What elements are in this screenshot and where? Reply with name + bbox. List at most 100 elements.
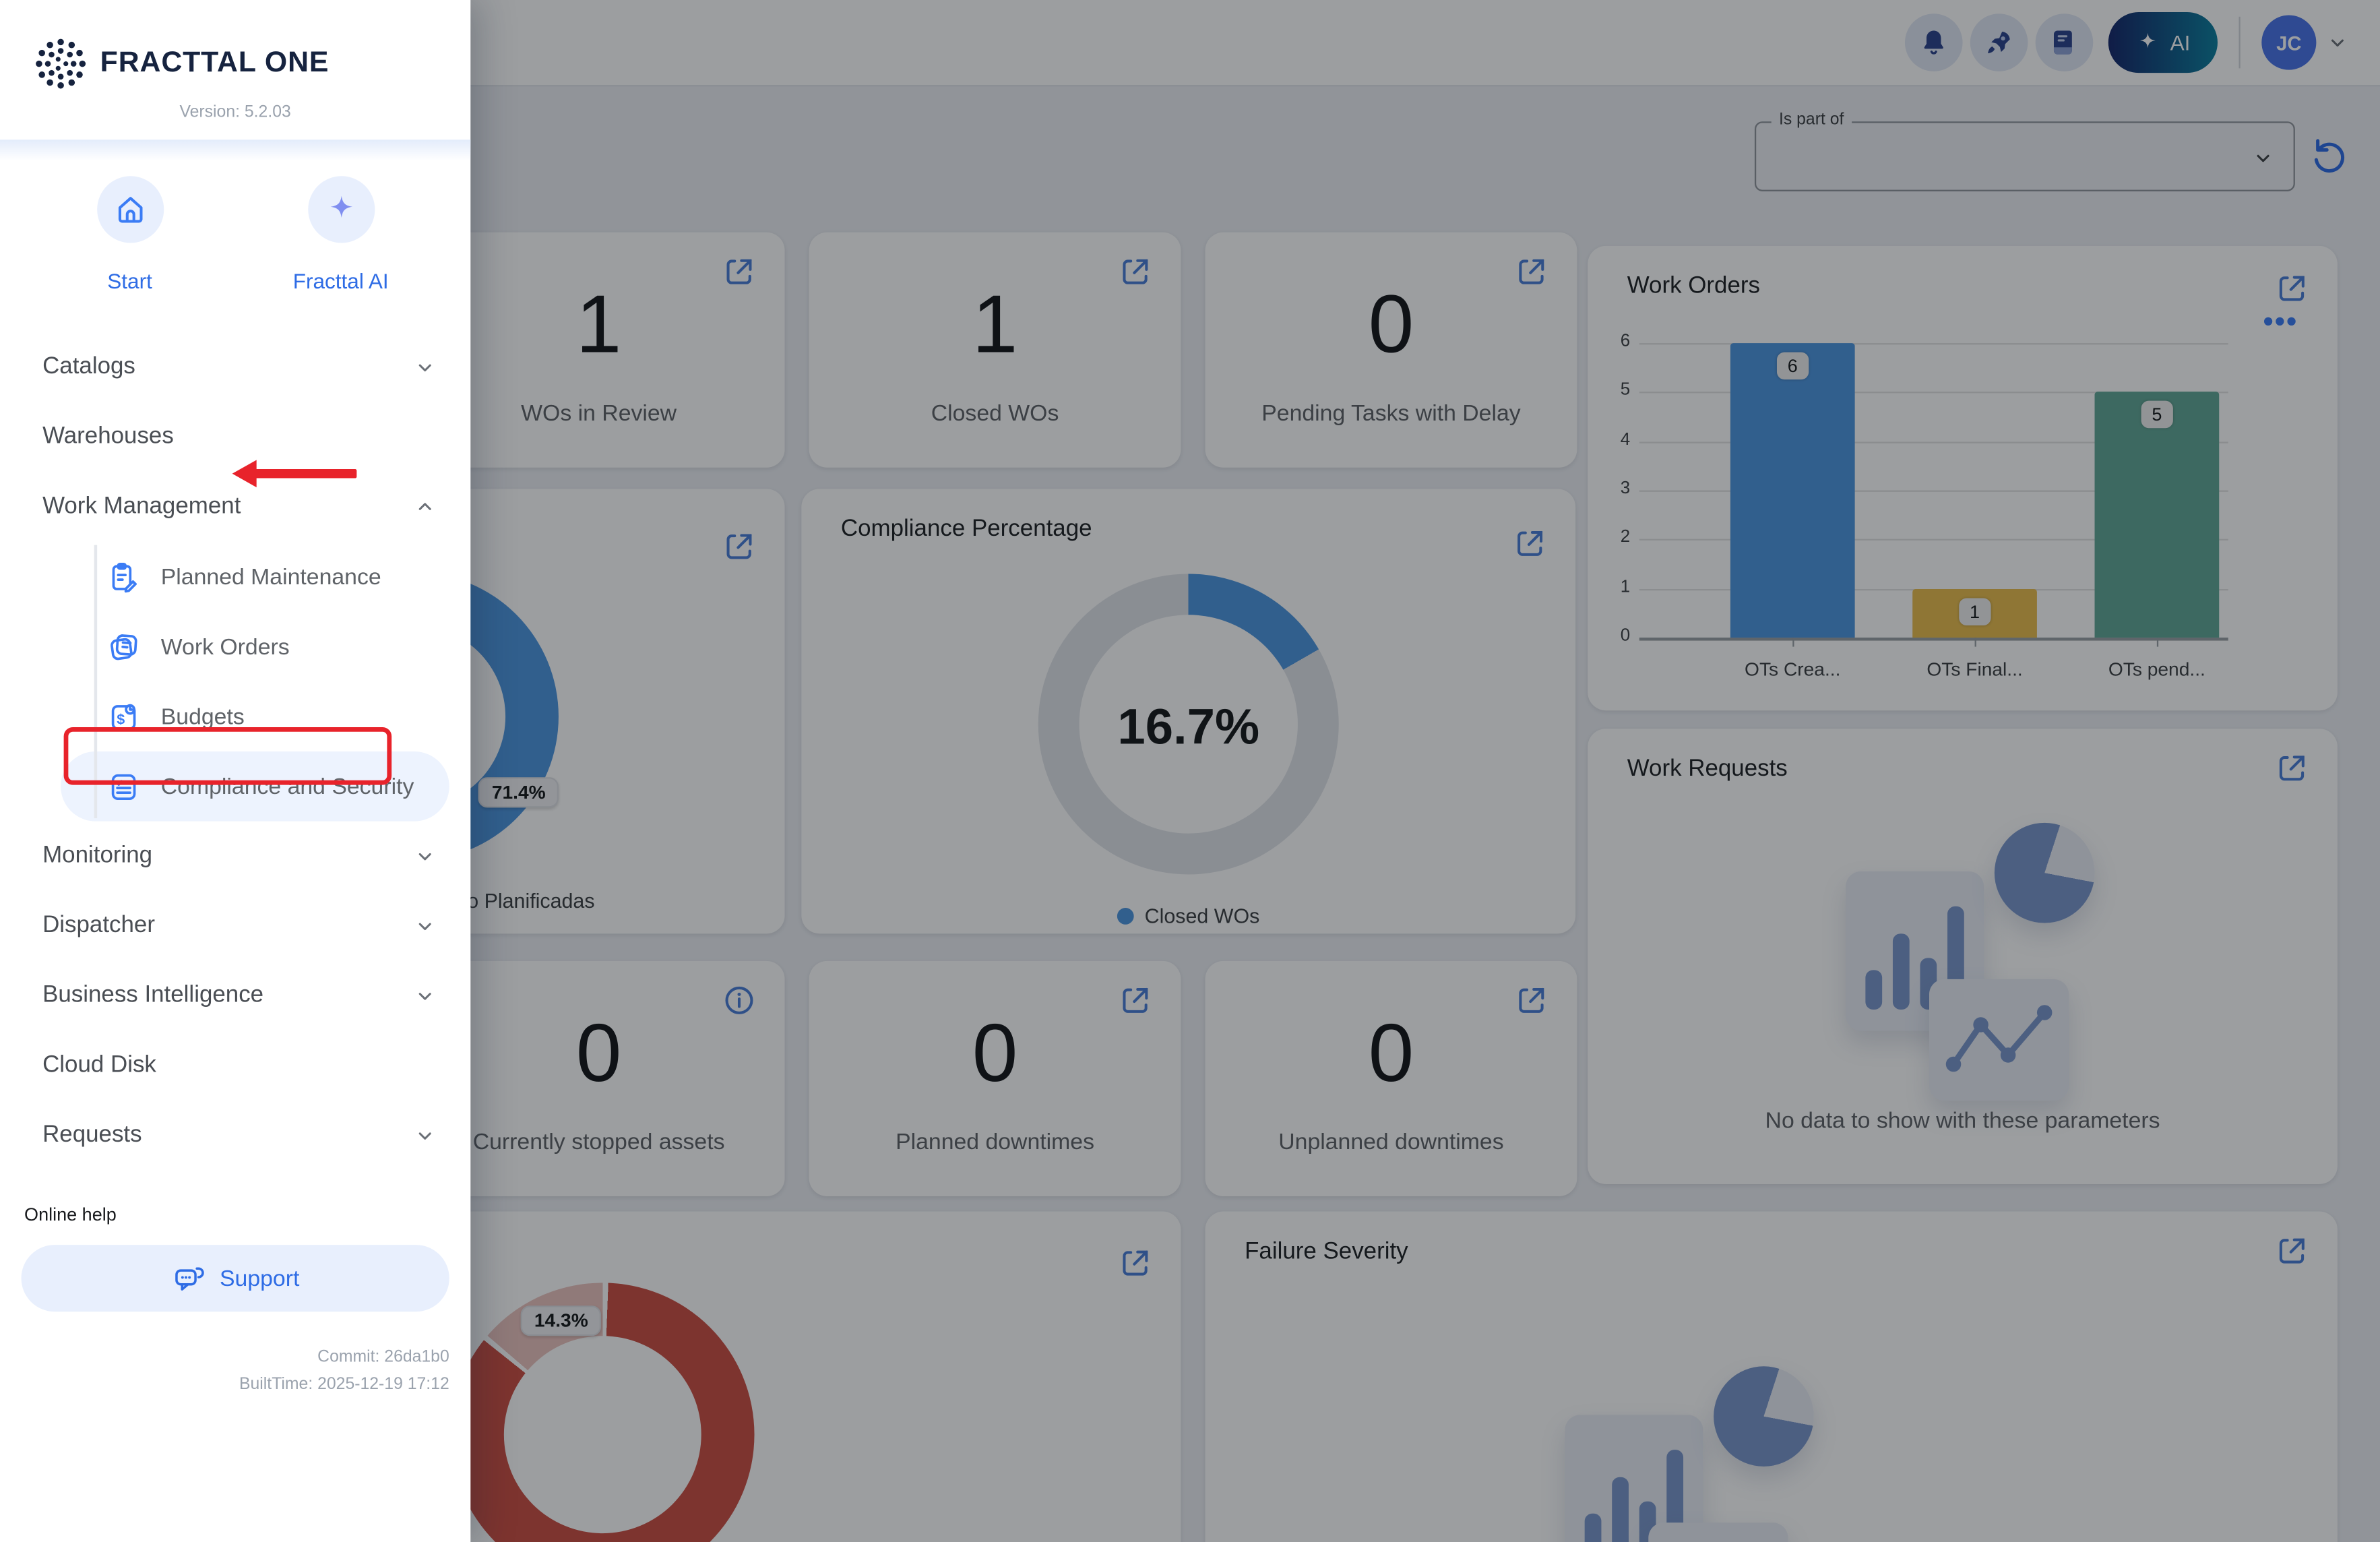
- x-axis-tick-label: OTs pend...: [2108, 658, 2205, 681]
- open-in-new-icon[interactable]: [1512, 525, 1548, 561]
- kpi-card-planned-downtimes: 0 Planned downtimes: [809, 960, 1181, 1197]
- x-axis-tick-label: OTs Final...: [1927, 658, 2023, 681]
- sidebar-item-business-intelligence[interactable]: Business Intelligence: [0, 961, 470, 1031]
- sidebar-item-warehouses[interactable]: Warehouses: [0, 402, 470, 472]
- y-axis-tick-label: 0: [1620, 627, 1631, 646]
- open-in-new-icon[interactable]: [721, 253, 757, 290]
- legend-item[interactable]: No Planificadas: [425, 890, 595, 913]
- kpi-value: 1: [972, 279, 1018, 371]
- support-label: Support: [219, 1265, 300, 1291]
- kpi-value: 0: [1368, 1008, 1414, 1099]
- chevron-down-icon: [418, 993, 431, 1000]
- shortcut-label: Fracttal AI: [292, 268, 389, 293]
- fracttal-ai-button[interactable]: AI: [2108, 12, 2218, 73]
- donut-chart[interactable]: [1038, 574, 1339, 875]
- y-axis-tick-label: 5: [1620, 381, 1631, 400]
- failure-donut-card: 14.3%: [412, 1211, 1181, 1542]
- sidebar-item-requests[interactable]: Requests: [0, 1101, 470, 1171]
- shortcut-start[interactable]: Start: [65, 176, 195, 293]
- x-axis-tick: [1792, 638, 1794, 647]
- y-axis-tick-label: 2: [1620, 528, 1631, 547]
- open-in-new-icon[interactable]: [1513, 982, 1550, 1018]
- sidebar-item-cloud-disk[interactable]: Cloud Disk: [0, 1030, 470, 1101]
- work-management-submenu: Planned Maintenance Work Orders: [0, 542, 470, 822]
- sidebar-item-label: Warehouses: [42, 423, 174, 450]
- line-chart-illustration: [1929, 979, 2069, 1101]
- open-in-new-icon[interactable]: [1117, 1245, 1154, 1281]
- bar-OTs Final...[interactable]: 1: [1912, 588, 2037, 638]
- header-divider: [2238, 16, 2241, 69]
- bar-chart-plot: 0 1 2 3 4 5 6 6 OTs Crea... 1 OTs Final... 5 OTs pen…: [1621, 332, 2228, 680]
- open-in-new-icon[interactable]: [1117, 253, 1154, 290]
- submenu-guide-line: [94, 545, 97, 819]
- bar-value-label: 5: [2141, 401, 2173, 429]
- chevron-down-icon[interactable]: [2325, 30, 2350, 55]
- kpi-card-pending-tasks: 0 Pending Tasks with Delay: [1205, 232, 1577, 468]
- bar-value-label: 6: [1776, 352, 1809, 380]
- chevron-down-icon: [418, 853, 431, 861]
- is-part-of-select[interactable]: Is part of: [1754, 111, 2295, 191]
- y-axis-tick-label: 6: [1620, 332, 1631, 351]
- sidebar-item-monitoring[interactable]: Monitoring: [0, 822, 470, 892]
- open-in-new-icon[interactable]: [1513, 253, 1550, 290]
- kpi-card-stopped-assets: 0 Currently stopped assets: [412, 960, 785, 1197]
- open-in-new-icon[interactable]: [2274, 1233, 2310, 1269]
- kpi-card-closed-wos: 1 Closed WOs: [809, 232, 1181, 468]
- kpi-label: Unplanned downtimes: [1278, 1130, 1504, 1156]
- sidebar-item-label: Business Intelligence: [42, 982, 264, 1008]
- gridline: [1639, 638, 2228, 640]
- svg-text:$: $: [117, 710, 125, 727]
- donut-data-label: 71.4%: [478, 777, 559, 808]
- refresh-button[interactable]: [2307, 133, 2353, 179]
- card-title: Compliance Percentage: [840, 516, 1092, 543]
- sidebar-item-catalogs[interactable]: Catalogs: [0, 332, 470, 402]
- sidebar-item-compliance-and-security[interactable]: Compliance and Security: [61, 751, 449, 822]
- donut-data-label: 14.3%: [520, 1305, 602, 1336]
- kpi-label: Currently stopped assets: [472, 1130, 725, 1156]
- sidebar-item-label: Work Orders: [160, 634, 290, 660]
- is-part-of-label: Is part of: [1771, 111, 1852, 129]
- sidebar-item-planned-maintenance[interactable]: Planned Maintenance: [61, 542, 449, 612]
- whats-new-button[interactable]: [1970, 13, 2028, 71]
- chevron-down-icon: [418, 364, 431, 372]
- kpi-label: Closed WOs: [931, 401, 1059, 427]
- rocket-icon: [1987, 31, 2010, 54]
- sidebar-item-label: Budgets: [160, 704, 245, 730]
- sidebar-item-work-management[interactable]: Work Management: [0, 472, 470, 543]
- more-options-button[interactable]: •••: [2263, 307, 2298, 339]
- kpi-card-wos-in-review: 1 WOs in Review: [412, 232, 785, 468]
- brand-name: FRACTTAL ONE: [100, 47, 330, 80]
- app-version: Version: 5.2.03: [179, 103, 291, 122]
- pie-chart-illustration: [1994, 822, 2095, 923]
- shortcut-fracttal-ai[interactable]: Fracttal AI: [276, 176, 406, 293]
- legend-item[interactable]: Closed WOs: [801, 905, 1575, 927]
- bar-value-label: 1: [1959, 597, 1991, 625]
- open-in-new-icon[interactable]: [721, 528, 757, 565]
- build-info: Commit: 26da1b0 BuiltTime: 2025-12-19 17…: [0, 1345, 449, 1398]
- no-data-illustration: [1565, 1366, 1869, 1542]
- bar-OTs pend...[interactable]: 5: [2094, 392, 2220, 638]
- sidebar-item-label: Monitoring: [42, 842, 153, 869]
- kpi-label: WOs in Review: [521, 401, 677, 427]
- support-button[interactable]: Support: [21, 1245, 449, 1312]
- sidebar-item-work-orders[interactable]: Work Orders: [61, 612, 449, 682]
- user-avatar[interactable]: JC: [2261, 15, 2317, 70]
- donut-chart[interactable]: [451, 1283, 755, 1542]
- commit-hash: Commit: 26da1b0: [317, 1348, 449, 1367]
- open-in-new-icon[interactable]: [2274, 750, 2310, 787]
- bell-icon: [1924, 30, 1943, 55]
- bar-chart-illustration: [1565, 1415, 1703, 1542]
- documentation-button[interactable]: [2035, 13, 2093, 71]
- bar-OTs Crea...[interactable]: 6: [1730, 343, 1855, 638]
- chevron-up-icon: [418, 503, 431, 510]
- notifications-button[interactable]: [1904, 13, 1963, 71]
- book-icon: [2053, 30, 2072, 55]
- sidebar-item-dispatcher[interactable]: Dispatcher: [0, 891, 470, 961]
- sidebar-item-label: Dispatcher: [42, 912, 155, 939]
- planned-maintenance-icon: [112, 561, 137, 592]
- info-icon[interactable]: [721, 982, 757, 1018]
- open-in-new-icon[interactable]: [2274, 270, 2310, 307]
- failure-severity-card: Failure Severity: [1205, 1211, 2338, 1542]
- open-in-new-icon[interactable]: [1117, 982, 1154, 1018]
